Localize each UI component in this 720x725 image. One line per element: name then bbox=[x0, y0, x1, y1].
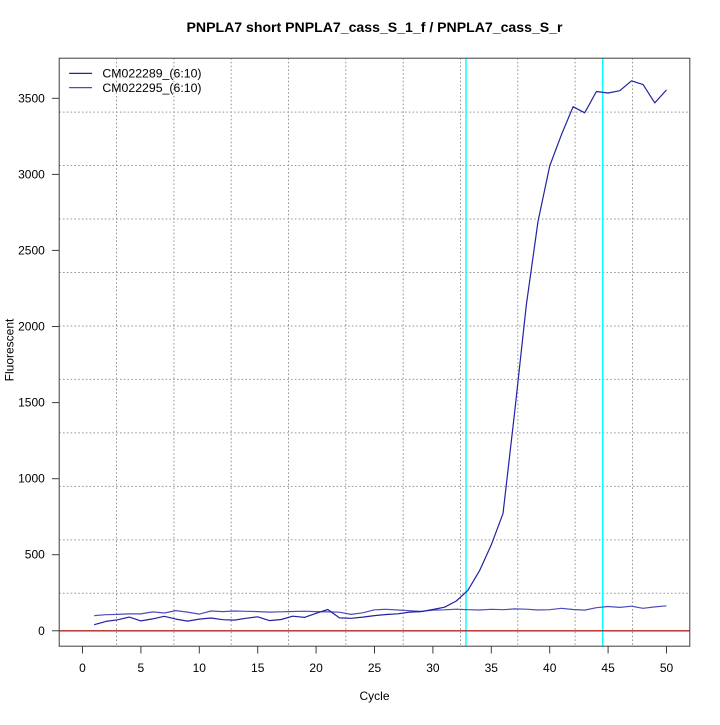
svg-text:2000: 2000 bbox=[18, 320, 45, 334]
svg-text:50: 50 bbox=[660, 661, 674, 675]
svg-text:Fluorescent: Fluorescent bbox=[3, 318, 17, 381]
svg-text:10: 10 bbox=[193, 661, 207, 675]
svg-text:CM022289_(6:10): CM022289_(6:10) bbox=[102, 67, 201, 81]
svg-text:3000: 3000 bbox=[18, 167, 45, 181]
svg-text:CM022295_(6:10): CM022295_(6:10) bbox=[102, 81, 201, 95]
svg-text:30: 30 bbox=[426, 661, 440, 675]
svg-text:25: 25 bbox=[368, 661, 382, 675]
svg-text:0: 0 bbox=[79, 661, 86, 675]
svg-text:3500: 3500 bbox=[18, 91, 45, 105]
svg-text:0: 0 bbox=[38, 624, 45, 638]
svg-text:1000: 1000 bbox=[18, 472, 45, 486]
svg-text:45: 45 bbox=[601, 661, 615, 675]
svg-text:Cycle: Cycle bbox=[359, 689, 389, 703]
svg-text:40: 40 bbox=[543, 661, 557, 675]
svg-text:1500: 1500 bbox=[18, 396, 45, 410]
svg-text:20: 20 bbox=[309, 661, 323, 675]
svg-text:5: 5 bbox=[138, 661, 145, 675]
svg-text:15: 15 bbox=[251, 661, 265, 675]
svg-text:2500: 2500 bbox=[18, 243, 45, 257]
svg-text:500: 500 bbox=[25, 548, 45, 562]
svg-text:35: 35 bbox=[485, 661, 499, 675]
svg-text:PNPLA7 short PNPLA7_cass_S_1_f: PNPLA7 short PNPLA7_cass_S_1_f / PNPLA7_… bbox=[186, 19, 563, 35]
